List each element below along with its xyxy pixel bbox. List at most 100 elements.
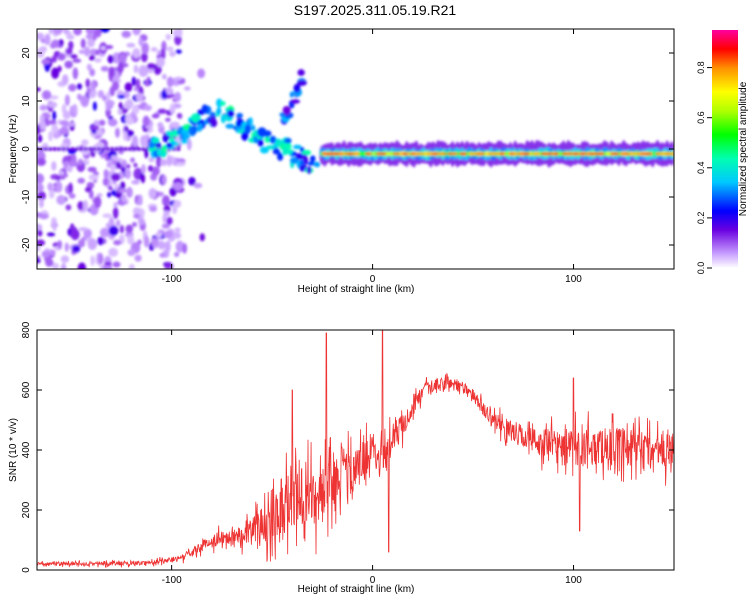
noise-blob xyxy=(182,243,188,254)
snr-plot: -100 0 100 0 200 400 600 800 Height of straight… xyxy=(8,321,675,595)
band-peak xyxy=(628,152,637,156)
noise-blob xyxy=(102,213,113,218)
noise-blob xyxy=(161,174,167,185)
noise-blob xyxy=(133,64,139,74)
noise-blob xyxy=(126,164,131,169)
noise-blob xyxy=(188,176,196,186)
noise-blob xyxy=(132,48,141,59)
noise-blob xyxy=(68,193,76,199)
noise-blob xyxy=(68,40,74,51)
track-blob xyxy=(179,139,189,144)
noise-blob xyxy=(156,57,166,68)
chart-title: S197.2025.311.05.19.R21 xyxy=(293,2,457,18)
noise-blob xyxy=(48,189,55,199)
noise-zero-line xyxy=(105,147,110,151)
noise-blob xyxy=(110,173,121,182)
noise-blob xyxy=(45,258,54,267)
noise-blob xyxy=(110,155,119,161)
noise-blob xyxy=(100,152,106,159)
noise-blob xyxy=(94,196,102,209)
noise-blob xyxy=(37,134,43,143)
band-peak xyxy=(609,152,620,156)
noise-blob xyxy=(77,262,87,269)
noise-blob xyxy=(111,80,120,91)
band-peak xyxy=(450,152,459,156)
noise-blob xyxy=(164,240,171,253)
noise-blob xyxy=(111,189,117,196)
noise-blob xyxy=(151,166,160,176)
noise-blob xyxy=(174,251,180,257)
track-blob xyxy=(290,99,301,104)
noise-blob xyxy=(142,115,150,127)
noise-blob xyxy=(62,110,71,120)
track-blob xyxy=(299,159,305,166)
noise-zero-line xyxy=(101,147,106,151)
track-blob xyxy=(282,105,291,116)
noise-blob xyxy=(68,161,79,167)
noise-blob xyxy=(141,42,150,55)
track-blob xyxy=(147,141,155,149)
noise-blob xyxy=(151,113,160,119)
noise-blob xyxy=(148,188,157,200)
track-blob xyxy=(182,133,191,141)
noise-blob xyxy=(51,55,57,63)
noise-blob xyxy=(132,29,141,36)
track-blob xyxy=(277,152,284,161)
snr-ytick-label: 600 xyxy=(21,381,32,398)
colorbar-label: Normalized spectral amplitude xyxy=(738,81,749,216)
track-blob xyxy=(181,129,190,135)
noise-blob xyxy=(126,186,133,198)
noise-blob xyxy=(52,110,57,121)
noise-blob xyxy=(125,129,135,137)
band-peak xyxy=(406,152,411,156)
noise-blob xyxy=(140,173,146,184)
track-blob xyxy=(275,138,281,147)
track-blob xyxy=(299,163,307,172)
band-peak xyxy=(462,152,467,156)
track-blob xyxy=(209,118,218,128)
noise-blob xyxy=(127,235,135,245)
noise-blob xyxy=(172,232,182,239)
noise-blob xyxy=(117,94,126,99)
noise-blob xyxy=(118,101,123,110)
snr-xtick-label: 100 xyxy=(565,575,582,586)
track-blob xyxy=(219,100,226,106)
noise-blob xyxy=(92,33,97,41)
track-blob xyxy=(303,156,309,165)
band-peak xyxy=(348,152,355,156)
noise-blob xyxy=(160,90,168,100)
track-blob xyxy=(244,124,252,135)
noise-zero-line xyxy=(132,147,137,151)
noise-blob xyxy=(48,29,54,35)
noise-blob xyxy=(175,161,186,167)
band-peak xyxy=(565,152,574,156)
noise-blob xyxy=(37,183,44,193)
noise-blob xyxy=(37,87,41,92)
noise-blob xyxy=(121,193,127,203)
noise-blob xyxy=(90,255,95,266)
noise-blob xyxy=(107,55,114,64)
noise-blob xyxy=(77,201,85,211)
band-peak xyxy=(597,152,604,156)
noise-blob xyxy=(140,135,147,147)
track-blob xyxy=(166,142,173,148)
track-blob xyxy=(293,83,301,93)
noise-blob xyxy=(87,37,95,48)
noise-blob xyxy=(98,119,106,126)
track-blob xyxy=(269,135,277,144)
noise-blob xyxy=(173,182,183,191)
noise-blob xyxy=(96,193,103,198)
noise-blob xyxy=(130,157,135,163)
band-peak xyxy=(375,152,382,156)
noise-blob xyxy=(131,179,141,185)
noise-zero-line xyxy=(70,147,75,151)
noise-blob xyxy=(66,34,75,40)
noise-blob xyxy=(66,164,73,173)
noise-blob xyxy=(117,108,123,116)
noise-blob xyxy=(92,101,97,111)
noise-blob xyxy=(161,223,171,229)
track-blob xyxy=(216,107,222,115)
noise-zero-line xyxy=(114,147,119,151)
noise-blob xyxy=(112,206,119,219)
